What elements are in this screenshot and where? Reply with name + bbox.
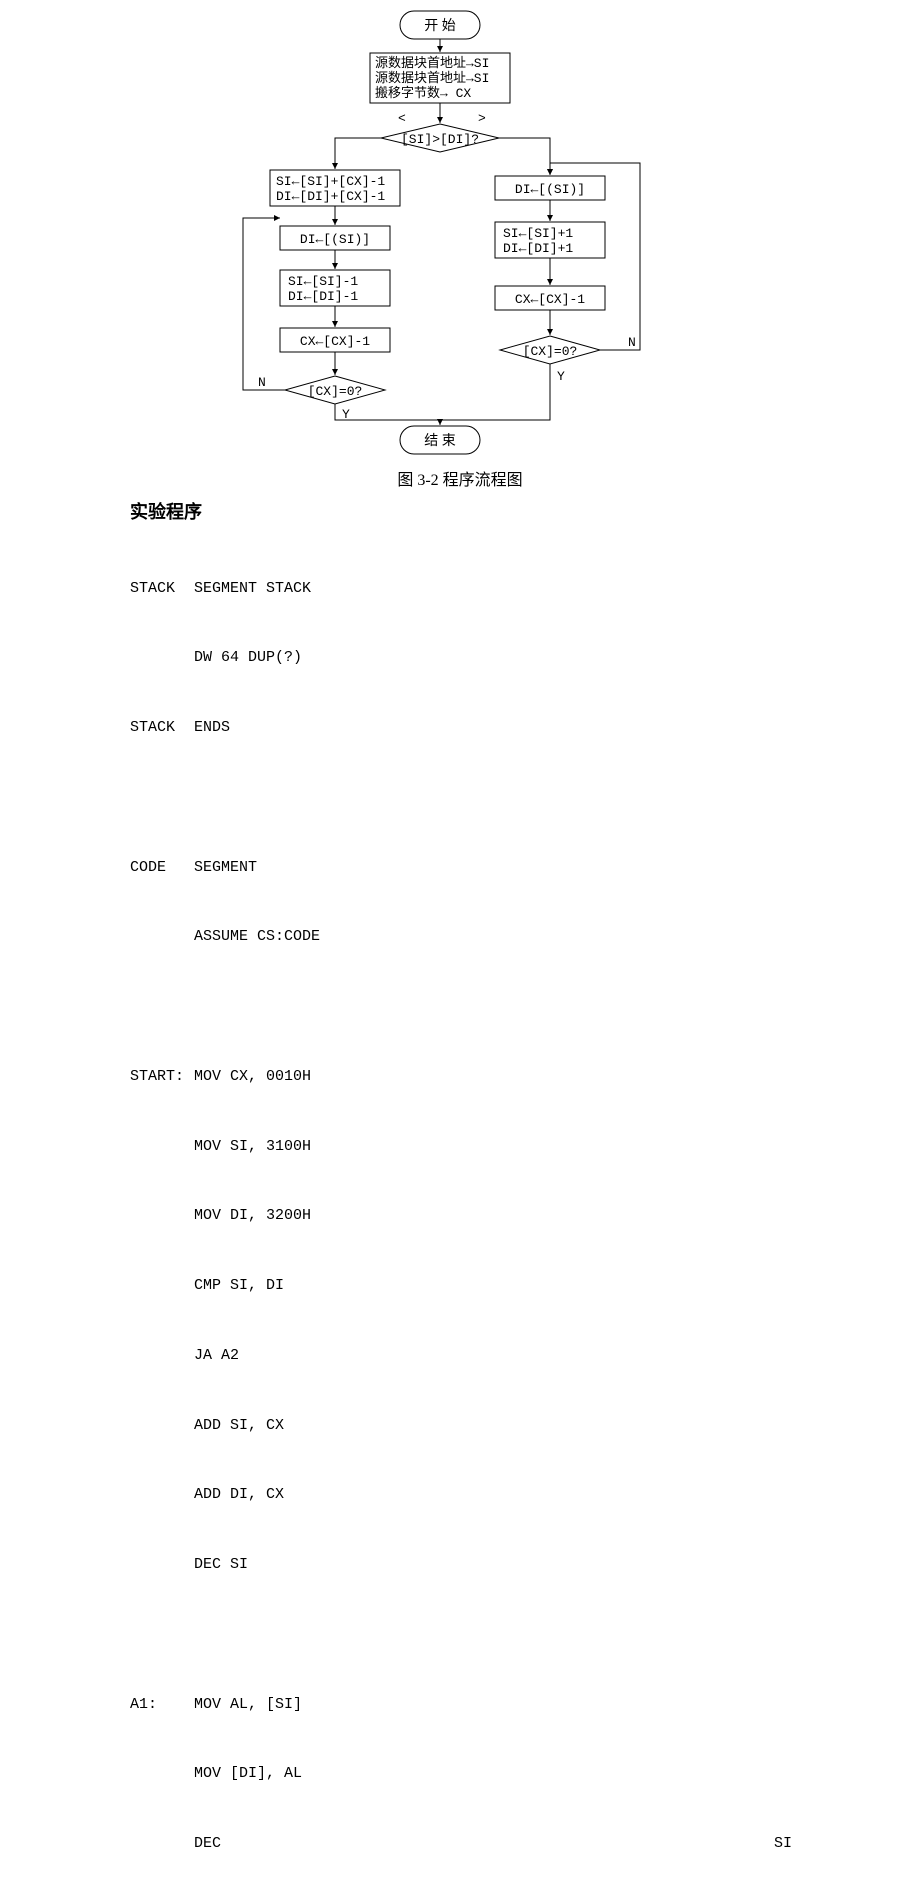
code-line: A1:MOV AL, [SI] bbox=[130, 1693, 920, 1716]
l-copy-label: DI←[(SI)] bbox=[300, 232, 370, 247]
node-l-adj: SI←[SI]+[CX]-1 DI←[DI]+[CX]-1 bbox=[270, 170, 400, 206]
flowchart-svg: 开 始 源数据块首地址→SI 源数据块首地址→SI 搬移字节数→ CX [SI]… bbox=[0, 0, 920, 560]
code-line: MOV SI, 3100H bbox=[130, 1135, 920, 1158]
l-dec-l1: SI←[SI]-1 bbox=[288, 274, 358, 289]
edge bbox=[499, 138, 550, 175]
r-cx-label: CX←[CX]-1 bbox=[515, 292, 585, 307]
node-end: 结 束 bbox=[400, 426, 480, 454]
code-label: A1: bbox=[130, 1693, 194, 1716]
node-r-copy: DI←[(SI)] bbox=[495, 176, 605, 200]
r-test-label: [CX]=0? bbox=[523, 344, 578, 359]
code-op: ADD DI, CX bbox=[194, 1483, 284, 1506]
code-op: MOV AL, [SI] bbox=[194, 1693, 302, 1716]
page: 开 始 源数据块首地址→SI 源数据块首地址→SI 搬移字节数→ CX [SI]… bbox=[0, 0, 920, 1902]
code-line bbox=[130, 786, 920, 809]
code-line-dec-si: DEC SI bbox=[130, 1832, 792, 1855]
code-op: ENDS bbox=[194, 716, 230, 739]
r-Y-label: Y bbox=[557, 369, 565, 384]
node-r-test: [CX]=0? bbox=[500, 336, 600, 364]
node-l-copy: DI←[(SI)] bbox=[280, 226, 390, 250]
code-op: CMP SI, DI bbox=[194, 1274, 284, 1297]
code-op: MOV DI, 3200H bbox=[194, 1204, 311, 1227]
code-line: MOV DI, 3200H bbox=[130, 1204, 920, 1227]
code-op: MOV SI, 3100H bbox=[194, 1135, 311, 1158]
l-test-label: [CX]=0? bbox=[308, 384, 363, 399]
code-line: DW 64 DUP(?) bbox=[130, 646, 920, 669]
flowchart-container: 开 始 源数据块首地址→SI 源数据块首地址→SI 搬移字节数→ CX [SI]… bbox=[0, 0, 920, 560]
node-r-cx: CX←[CX]-1 bbox=[495, 286, 605, 310]
code-op: SEGMENT STACK bbox=[194, 577, 311, 600]
edge bbox=[335, 138, 381, 169]
code-label: START: bbox=[130, 1065, 194, 1088]
code-tail: SI bbox=[774, 1832, 792, 1855]
node-l-dec: SI←[SI]-1 DI←[DI]-1 bbox=[280, 270, 390, 306]
edge bbox=[440, 364, 550, 425]
l-adj-l2: DI←[DI]+[CX]-1 bbox=[276, 189, 385, 204]
code-op: DW 64 DUP(?) bbox=[194, 646, 302, 669]
l-N-label: N bbox=[258, 375, 266, 390]
node-r-inc: SI←[SI]+1 DI←[DI]+1 bbox=[495, 222, 605, 258]
code-line: ADD SI, CX bbox=[130, 1414, 920, 1437]
code-line: MOV [DI], AL bbox=[130, 1762, 920, 1785]
code-line: JA A2 bbox=[130, 1344, 920, 1367]
init-l2: 源数据块首地址→SI bbox=[375, 71, 489, 86]
code-op: MOV [DI], AL bbox=[194, 1762, 302, 1785]
code-label: STACK bbox=[130, 716, 194, 739]
node-l-test: [CX]=0? bbox=[285, 376, 385, 404]
cmp-label: [SI]>[DI]? bbox=[401, 132, 479, 147]
l-Y-label: Y bbox=[342, 407, 350, 422]
code-line: ASSUME CS:CODE bbox=[130, 925, 920, 948]
node-l-cx: CX←[CX]-1 bbox=[280, 328, 390, 352]
code-line: STACKSEGMENT STACK bbox=[130, 577, 920, 600]
code-op: ADD SI, CX bbox=[194, 1414, 284, 1437]
l-adj-l1: SI←[SI]+[CX]-1 bbox=[276, 174, 385, 189]
init-l1: 源数据块首地址→SI bbox=[375, 56, 489, 71]
code-line: CODESEGMENT bbox=[130, 856, 920, 879]
code-line: DEC SI bbox=[130, 1553, 920, 1576]
code-op: MOV CX, 0010H bbox=[194, 1065, 311, 1088]
node-init: 源数据块首地址→SI 源数据块首地址→SI 搬移字节数→ CX bbox=[370, 53, 510, 103]
code-line: ADD DI, CX bbox=[130, 1483, 920, 1506]
code-line: START:MOV CX, 0010H bbox=[130, 1065, 920, 1088]
code-block: STACKSEGMENT STACK DW 64 DUP(?) STACKEND… bbox=[130, 530, 920, 1902]
r-N-label: N bbox=[628, 335, 636, 350]
code-op: DEC bbox=[194, 1832, 221, 1855]
l-cx-label: CX←[CX]-1 bbox=[300, 334, 370, 349]
code-line: CMP SI, DI bbox=[130, 1274, 920, 1297]
code-line bbox=[130, 1623, 920, 1646]
init-l3: 搬移字节数→ CX bbox=[375, 86, 471, 101]
code-label: STACK bbox=[130, 577, 194, 600]
edge bbox=[335, 404, 440, 425]
l-dec-l2: DI←[DI]-1 bbox=[288, 289, 358, 304]
edge bbox=[243, 218, 285, 390]
code-op: SEGMENT bbox=[194, 856, 257, 879]
r-inc-l2: DI←[DI]+1 bbox=[503, 241, 573, 256]
r-copy-label: DI←[(SI)] bbox=[515, 182, 585, 197]
cmp-lt: < bbox=[398, 111, 406, 126]
node-start: 开 始 bbox=[400, 11, 480, 39]
code-line bbox=[130, 995, 920, 1018]
code-label: CODE bbox=[130, 856, 194, 879]
code-line: STACKENDS bbox=[130, 716, 920, 739]
code-op: JA A2 bbox=[194, 1344, 239, 1367]
code-op: ASSUME CS:CODE bbox=[194, 925, 320, 948]
code-op: DEC SI bbox=[194, 1553, 248, 1576]
r-inc-l1: SI←[SI]+1 bbox=[503, 226, 573, 241]
node-cmp: [SI]>[DI]? bbox=[381, 124, 499, 152]
end-label: 结 束 bbox=[424, 433, 456, 449]
cmp-gt: > bbox=[478, 111, 486, 126]
start-label: 开 始 bbox=[424, 18, 456, 34]
